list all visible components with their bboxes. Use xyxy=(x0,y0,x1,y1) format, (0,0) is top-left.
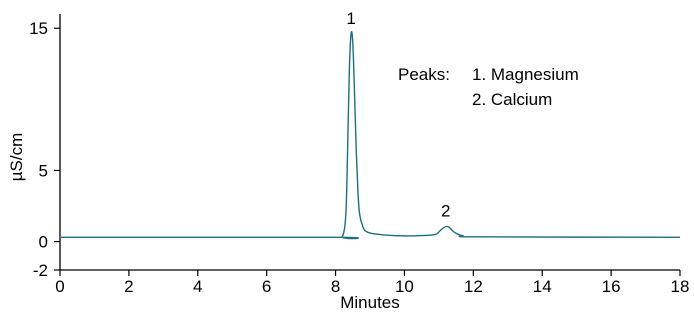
peaks-legend: Peaks: 1. Magnesium 2. Calcium xyxy=(398,65,579,109)
x-tick-label: 10 xyxy=(395,277,414,296)
peaks-legend-title: Peaks: xyxy=(398,65,450,84)
x-ticks: 0 2 4 6 8 10 12 14 16 18 xyxy=(55,270,689,296)
peak-label-2: 2 xyxy=(441,202,450,221)
peaks-legend-item-calcium: 2. Calcium xyxy=(472,90,552,109)
x-tick-label: 12 xyxy=(464,277,483,296)
x-tick-label: 4 xyxy=(193,277,202,296)
peak-label-1: 1 xyxy=(346,9,355,28)
chromatogram-trace xyxy=(59,31,681,240)
x-tick-label: 2 xyxy=(124,277,133,296)
peaks-legend-item-magnesium: 1. Magnesium xyxy=(472,65,579,84)
x-tick-label: 6 xyxy=(262,277,271,296)
peak-labels: 12 xyxy=(346,9,450,221)
x-tick-label: 18 xyxy=(671,277,690,296)
y-tick-label: -2 xyxy=(33,261,48,280)
x-tick-label: 8 xyxy=(331,277,340,296)
axes xyxy=(59,14,680,271)
x-tick-label: 0 xyxy=(55,277,64,296)
y-tick-label: 0 xyxy=(39,233,48,252)
x-tick-label: 16 xyxy=(602,277,621,296)
y-ticks: -2 0 5 15 xyxy=(29,19,60,280)
x-tick-label: 14 xyxy=(533,277,552,296)
y-axis-label: µS/cm xyxy=(7,133,26,182)
x-axis-label: Minutes xyxy=(340,293,400,312)
y-tick-label: 5 xyxy=(39,161,48,180)
y-tick-label: 15 xyxy=(29,19,48,38)
